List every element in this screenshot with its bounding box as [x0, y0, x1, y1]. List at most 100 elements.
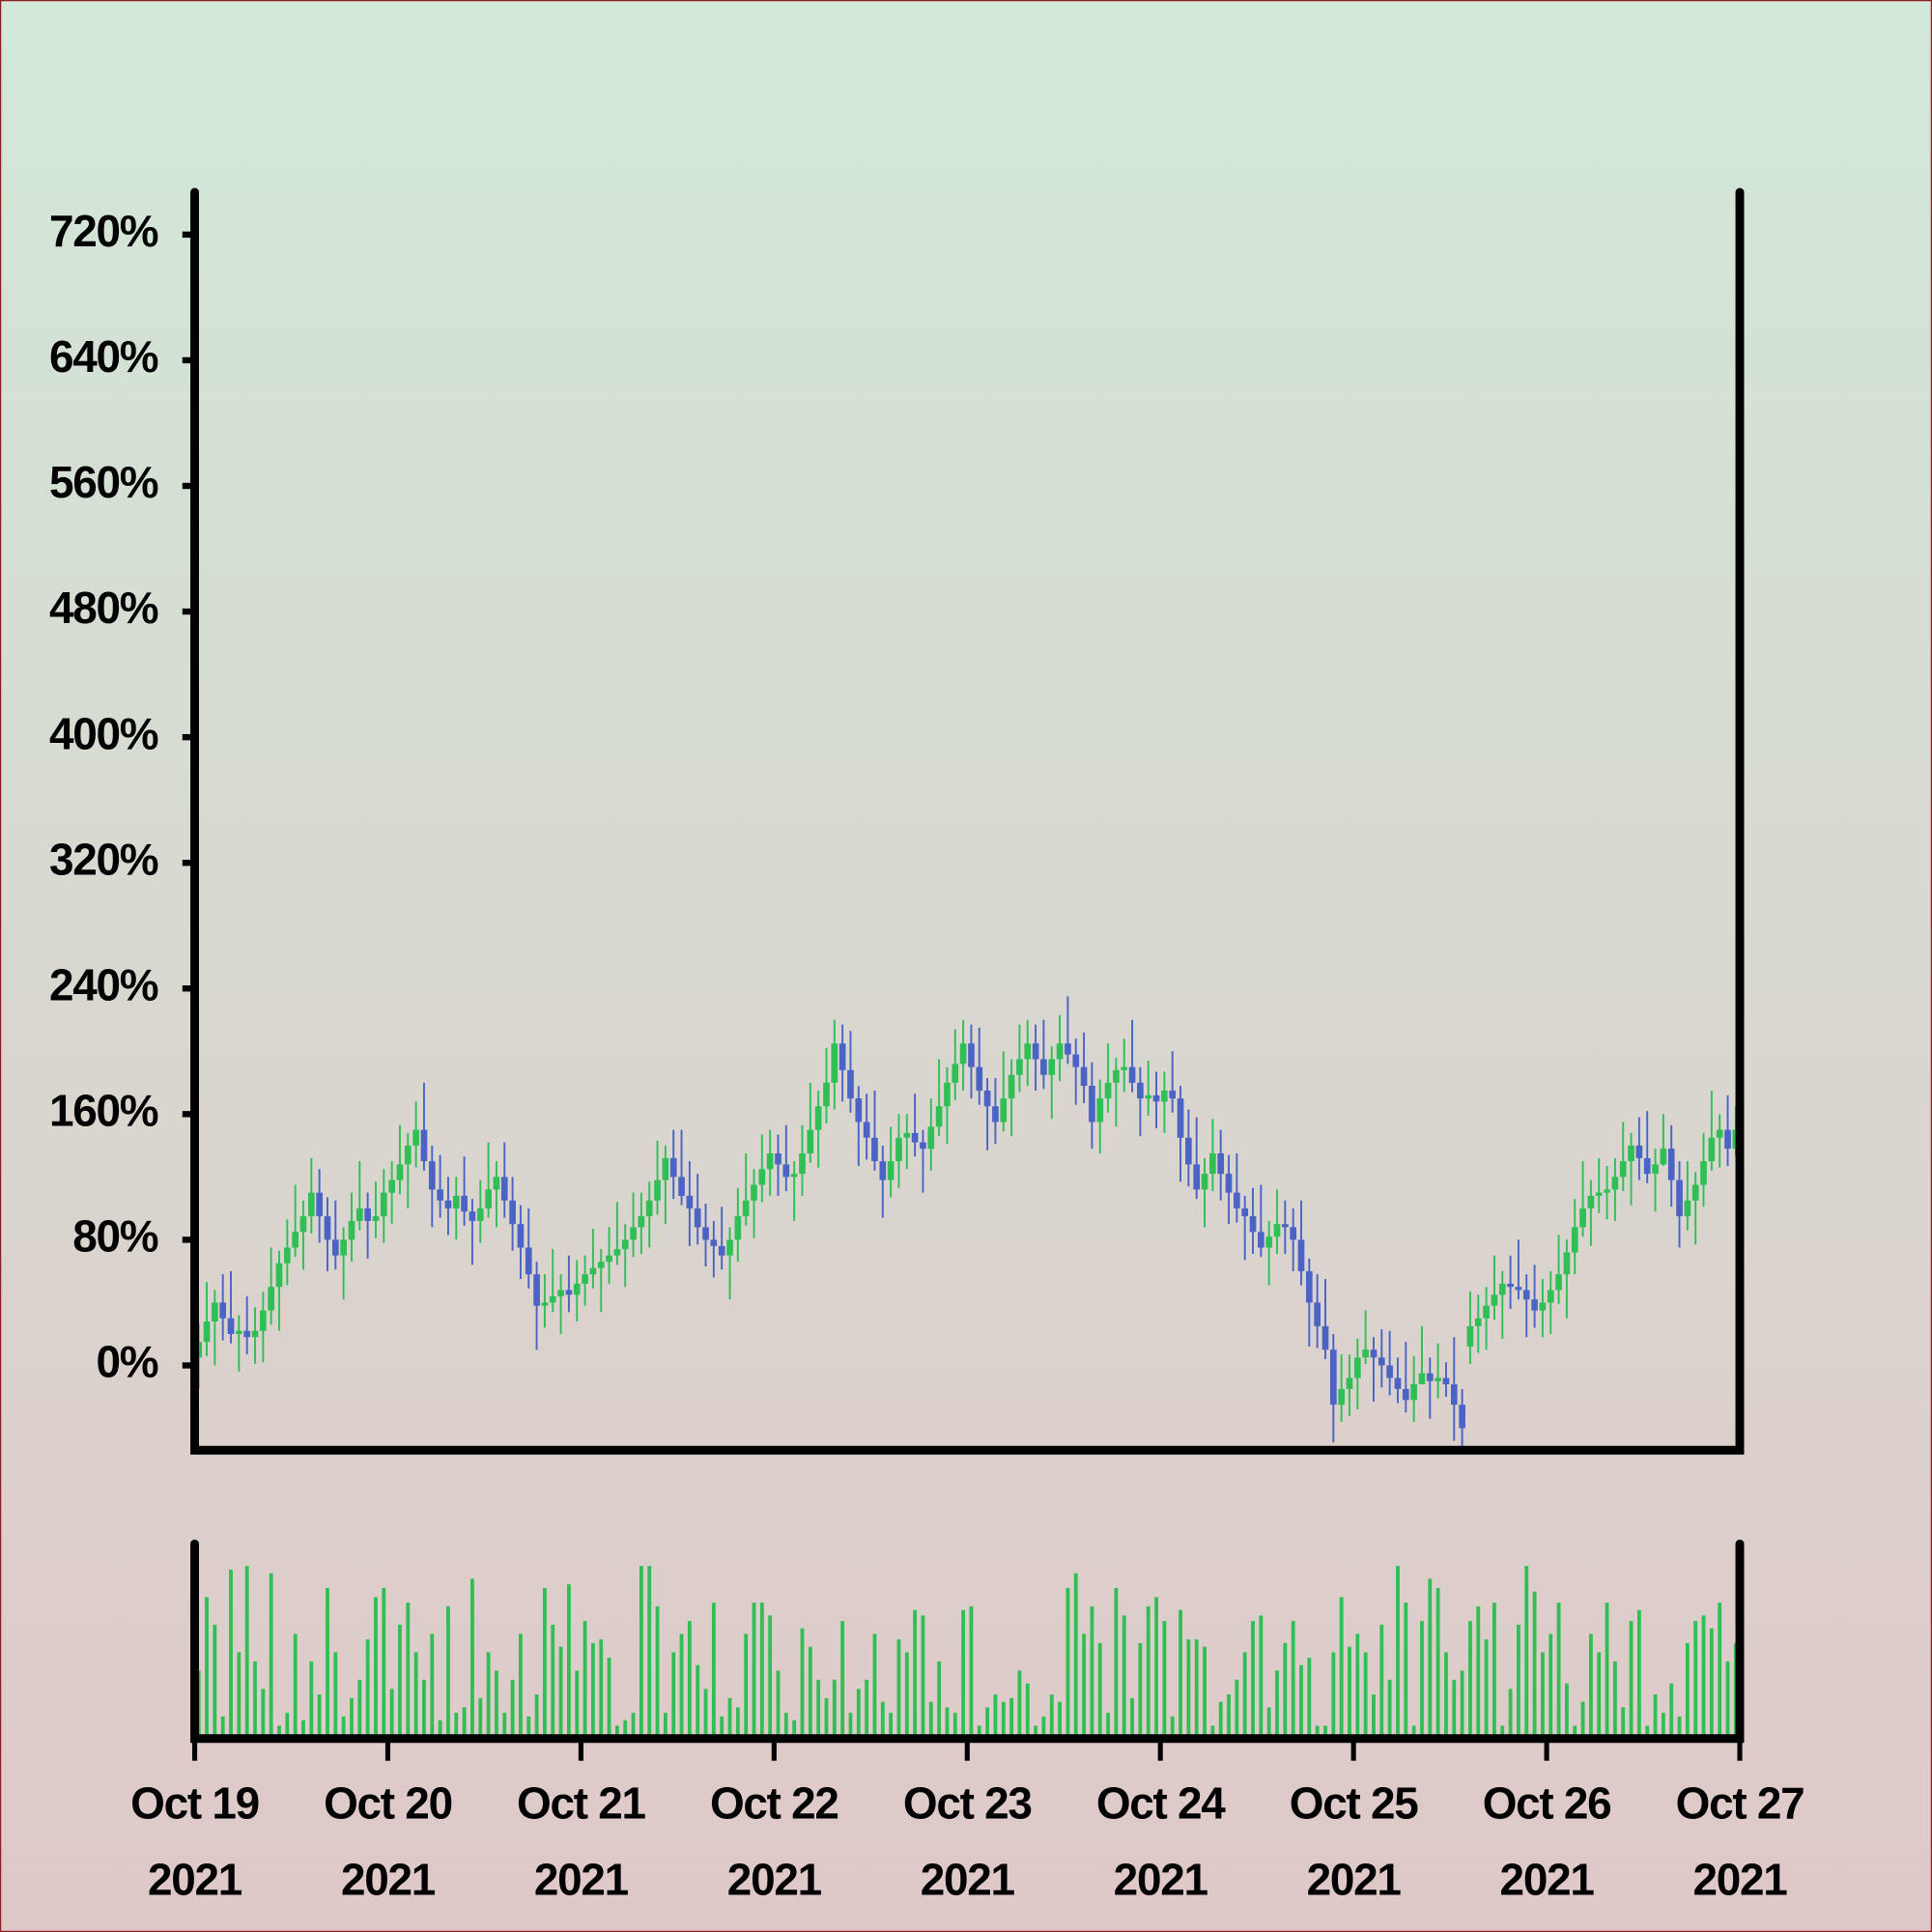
volume-bar [1701, 1615, 1706, 1735]
candle-body [1065, 1043, 1071, 1055]
volume-bar [1556, 1603, 1561, 1735]
candle-body [533, 1274, 540, 1306]
volume-bar [1307, 1658, 1312, 1735]
volume-bar [438, 1719, 442, 1735]
candle-body [895, 1137, 902, 1162]
volume-bar [776, 1670, 781, 1735]
candle-body [911, 1132, 919, 1143]
candle-body [517, 1224, 525, 1248]
volume-bar [1379, 1624, 1384, 1735]
candle-body [1547, 1290, 1554, 1303]
candle-body [412, 1129, 419, 1146]
candle-body [734, 1216, 742, 1240]
candle-body [227, 1318, 235, 1334]
volume-bar [1363, 1652, 1368, 1735]
volume-bar [1653, 1694, 1658, 1735]
candle-body [879, 1161, 887, 1180]
candle-body [1410, 1383, 1417, 1401]
volume-bar [382, 1587, 386, 1735]
volume-bar [655, 1605, 660, 1735]
volume-bar [1636, 1609, 1641, 1735]
candle-body [1209, 1152, 1216, 1175]
candle-body [509, 1200, 516, 1225]
candle-body [1185, 1137, 1192, 1165]
volume-bar [1251, 1621, 1255, 1735]
volume-bar [1299, 1664, 1303, 1735]
volume-bar [1073, 1573, 1078, 1735]
y-tick-label: 240% [49, 959, 158, 1009]
candle-body [1008, 1074, 1015, 1099]
candle-body [935, 1106, 943, 1127]
volume-bar [1323, 1725, 1327, 1735]
candle-body [251, 1330, 259, 1338]
candle-body [284, 1247, 291, 1264]
volume-bar [744, 1634, 749, 1735]
volume-bar [590, 1642, 595, 1735]
candle-body [485, 1189, 492, 1208]
volume-bar [800, 1628, 805, 1735]
candle-body [1040, 1059, 1047, 1075]
volume-bar [309, 1661, 314, 1735]
candle-body [1426, 1373, 1434, 1381]
volume-bar [1484, 1639, 1489, 1735]
candle-body [678, 1177, 685, 1196]
candle-body [887, 1161, 895, 1180]
candle-body [268, 1287, 275, 1311]
candle-body [920, 1142, 926, 1150]
volume-bar [486, 1652, 491, 1735]
volume-bar [727, 1697, 732, 1735]
volume-bar [205, 1597, 209, 1735]
candle-body [1676, 1179, 1683, 1217]
volume-bar [1049, 1694, 1054, 1735]
candle-body [758, 1169, 766, 1185]
candle-body [380, 1192, 387, 1217]
candle-body [1305, 1270, 1313, 1303]
candle-body [1346, 1378, 1353, 1389]
y-tick-label: 0% [96, 1337, 157, 1387]
volume-bars [196, 1566, 1738, 1735]
candle-body [1587, 1195, 1595, 1208]
volume-bar [1242, 1652, 1247, 1735]
volume-bar [430, 1634, 435, 1735]
candle-body [1096, 1098, 1104, 1122]
volume-bar [1612, 1661, 1617, 1735]
candle-body [340, 1239, 347, 1256]
volume-bar [326, 1587, 329, 1735]
volume-bar [759, 1603, 764, 1735]
volume-bar [961, 1609, 966, 1735]
volume-bar [1548, 1634, 1553, 1735]
candle-body [686, 1195, 694, 1208]
volume-bar [244, 1566, 249, 1735]
volume-bar [1041, 1716, 1046, 1735]
candle-body [1080, 1066, 1088, 1087]
candle-body [1708, 1137, 1716, 1162]
candle-body [1579, 1208, 1586, 1228]
volume-bar [1001, 1701, 1006, 1735]
x-tick-label: Oct 22 2021 [709, 1777, 839, 1905]
volume-bar [1588, 1634, 1593, 1735]
candle-body [790, 1174, 798, 1178]
volume-bar [768, 1615, 773, 1735]
candle-body [1353, 1357, 1361, 1378]
volume-bar [462, 1707, 467, 1735]
candle-body [645, 1200, 653, 1217]
candle-body [1273, 1224, 1281, 1237]
volume-bar [478, 1697, 483, 1735]
candle-body [710, 1239, 718, 1246]
volume-bar [543, 1587, 547, 1735]
volume-bar [285, 1713, 290, 1735]
candle-body [1265, 1236, 1273, 1248]
candle-body [1314, 1302, 1321, 1326]
volume-bar [519, 1634, 523, 1735]
candles [195, 996, 1740, 1448]
volume-bar [792, 1719, 797, 1735]
volume-bar [904, 1652, 909, 1735]
x-tick-label: Oct 24 2021 [1095, 1777, 1226, 1905]
volume-bar [1122, 1615, 1126, 1735]
volume-bar [639, 1566, 643, 1735]
candle-body [855, 1098, 863, 1122]
candle-body [662, 1157, 669, 1180]
y-tick-label: 480% [49, 582, 158, 633]
